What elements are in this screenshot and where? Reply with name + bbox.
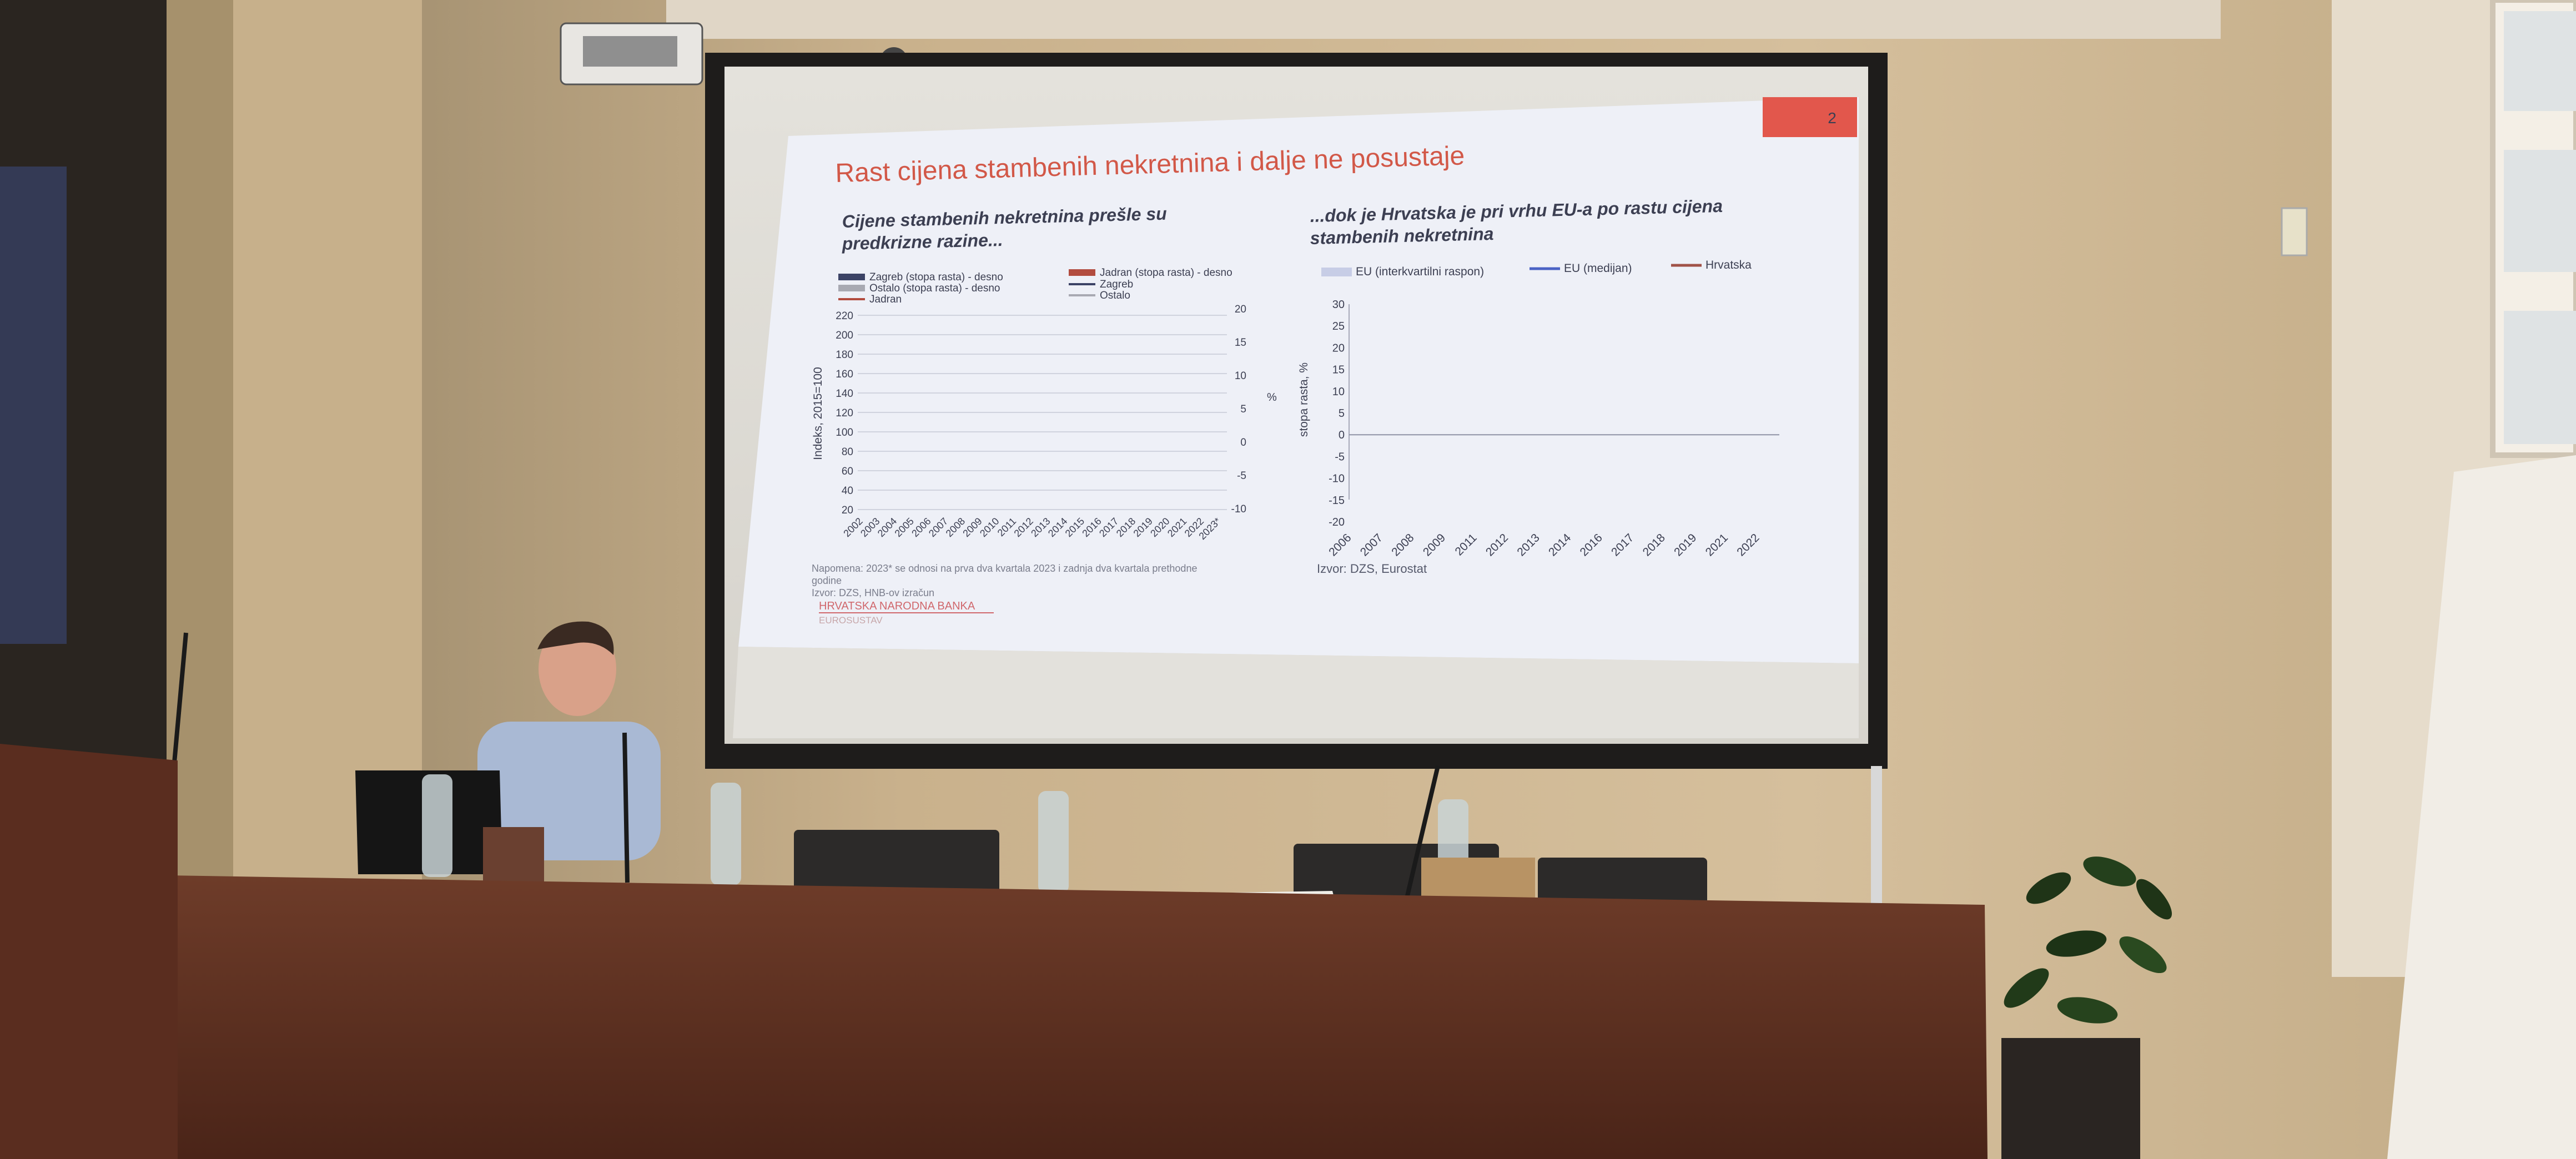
- slide-source-right: Izvor: DZS, Eurostat: [1317, 562, 1427, 576]
- left-y2-axis-label: %: [1267, 391, 1277, 404]
- left-y2-tick: 10: [1235, 370, 1246, 382]
- left-legend-swatch: [838, 274, 865, 280]
- right-y-tick: 15: [1332, 364, 1345, 376]
- left-y-tick: 220: [836, 310, 853, 322]
- eurosustav-text: EUROSUSTAV: [819, 615, 883, 626]
- left-y2-tick: 15: [1235, 337, 1246, 349]
- left-chart-legend: Zagreb (stopa rasta) - desno Jadran (stop…: [838, 267, 1232, 305]
- right-y-tick: -20: [1329, 516, 1345, 528]
- left-y2-tick: 0: [1240, 437, 1246, 449]
- chair-back-1: [794, 830, 999, 896]
- left-y2-tick: 5: [1240, 404, 1246, 415]
- presenter-hair: [537, 621, 614, 655]
- left-legend-swatch: [1069, 269, 1095, 276]
- right-y-tick: 0: [1339, 429, 1345, 441]
- left-legend-label: Zagreb (stopa rasta) - desno: [869, 271, 1003, 283]
- left-legend-label: Jadran: [869, 294, 902, 305]
- left-chart-subtitle-2: predkrizne razine...: [841, 230, 1003, 254]
- window-pane-1: [2504, 11, 2576, 111]
- right-y-tick: 5: [1339, 407, 1345, 420]
- left-y2-tick: 20: [1235, 304, 1246, 315]
- left-y2-tick: -5: [1237, 470, 1246, 482]
- wall-switch: [2281, 207, 2308, 256]
- right-legend-label: Hrvatska: [1705, 259, 1752, 271]
- plant-leaves: [2004, 856, 2172, 1024]
- left-y-tick: 160: [836, 369, 853, 380]
- slide: [738, 97, 1859, 663]
- presenter-microphone: [622, 732, 630, 883]
- water-bottle-1: [422, 774, 452, 877]
- ceiling-strip: [666, 0, 2221, 39]
- presenter-shirt: [477, 722, 661, 860]
- left-y-tick: 80: [842, 446, 853, 458]
- projector-vent: [583, 36, 677, 67]
- left-legend-label: Ostalo: [1100, 290, 1130, 301]
- right-y-tick: 20: [1332, 342, 1345, 354]
- right-y-tick: 25: [1332, 320, 1345, 332]
- plant-pot: [2001, 1038, 2140, 1159]
- slide-note-1: Napomena: 2023* se odnosi na prva dva kv…: [812, 563, 1197, 574]
- screen-stand: [1871, 766, 1882, 933]
- left-y-tick: 200: [836, 330, 853, 341]
- slide-note-2: godine: [812, 575, 842, 586]
- left-y-tick: 40: [842, 485, 853, 497]
- slide-page-badge: [1763, 97, 1857, 137]
- left-y-axis-label: Indeks, 2015=100: [812, 367, 824, 460]
- left-y-tick: 140: [836, 388, 853, 400]
- right-y-tick: 10: [1332, 386, 1345, 398]
- desk: [83, 874, 1988, 1159]
- left-legend-label: Zagreb: [1100, 279, 1133, 290]
- slide-source-left: Izvor: DZS, HNB-ov izračun: [812, 587, 934, 598]
- left-legend-label: Ostalo (stopa rasta) - desno: [869, 283, 1000, 294]
- window-pane-3: [2504, 311, 2576, 444]
- table-microphone: [1402, 765, 1440, 908]
- right-legend-label: EU (medijan): [1564, 262, 1632, 275]
- lectern: [0, 744, 178, 1159]
- left-legend-swatch: [838, 285, 865, 291]
- left-y-tick: 120: [836, 407, 853, 419]
- flipchart: [2387, 455, 2576, 1159]
- right-legend-label: EU (interkvartilni raspon): [1356, 265, 1484, 278]
- left-monitor-glow: [0, 167, 67, 644]
- right-y-tick: -15: [1329, 495, 1345, 507]
- left-y-tick: 20: [842, 505, 853, 516]
- screen-lower-area: [733, 647, 1859, 738]
- hnb-logo-text: HRVATSKA NARODNA BANKA: [819, 600, 975, 612]
- name-card-presenter: [483, 827, 544, 885]
- right-chart-subtitle-2: stambenih nekretnina: [1310, 224, 1494, 248]
- left-legend-label: Jadran (stopa rasta) - desno: [1100, 267, 1232, 279]
- left-y-tick: 100: [836, 427, 853, 439]
- left-y-tick: 180: [836, 349, 853, 361]
- water-bottle-2: [711, 783, 741, 885]
- water-bottle-3: [1038, 791, 1069, 894]
- window-pane-2: [2504, 150, 2576, 272]
- water-bottle-4: [1438, 799, 1468, 871]
- right-y-tick: -5: [1335, 451, 1345, 463]
- right-y-tick: 30: [1332, 299, 1345, 311]
- right-chart-legend: EU (interkvartilni raspon) EU (medijan) Hr…: [1321, 259, 1752, 278]
- left-y-tick: 60: [842, 466, 853, 477]
- left-y2-tick: -10: [1231, 503, 1246, 515]
- slide-page-number: 2: [1828, 109, 1837, 127]
- right-y-tick: -10: [1329, 473, 1345, 485]
- right-y-axis-label: stopa rasta, %: [1297, 362, 1310, 437]
- right-legend-swatch: [1321, 268, 1352, 276]
